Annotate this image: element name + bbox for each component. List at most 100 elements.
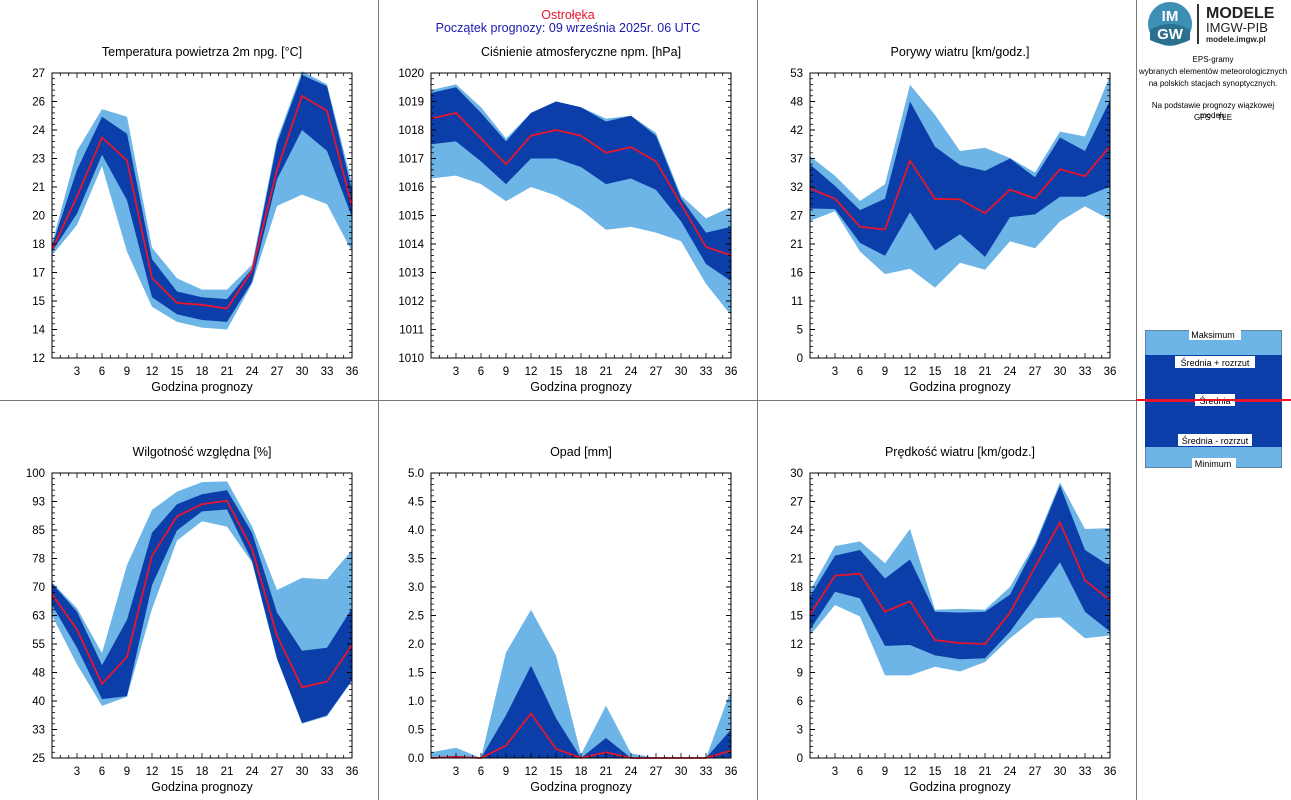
y-tick-label: 1016	[398, 182, 424, 194]
x-tick-label: 3	[832, 766, 838, 778]
y-tick-label: 3.0	[408, 582, 424, 594]
x-tick-label: 21	[979, 366, 992, 378]
band-spread	[431, 87, 731, 281]
y-tick-label: 3	[797, 725, 803, 737]
forecast-start: Początek prognozy: 09 września 2025r. 06…	[435, 21, 701, 35]
x-tick-label: 18	[575, 766, 588, 778]
mean-line	[809, 520, 1111, 645]
x-tick-label: 6	[99, 366, 105, 378]
x-tick-label: 15	[550, 366, 563, 378]
y-tick-label: 55	[32, 639, 45, 651]
x-tick-label: 9	[882, 366, 888, 378]
x-tick-label: 27	[1029, 766, 1042, 778]
x-tick-label: 27	[1029, 366, 1042, 378]
logo-text-sub: IMGW-PIB	[1206, 20, 1268, 35]
x-tick-label: 24	[1004, 766, 1017, 778]
y-tick-label: 4.5	[408, 497, 424, 509]
x-tick-label: 36	[725, 766, 738, 778]
y-tick-label: 15	[790, 611, 803, 623]
x-tick-label: 21	[979, 766, 992, 778]
y-tick-label: 53	[790, 68, 803, 80]
x-tick-label: 9	[503, 766, 509, 778]
y-tick-label: 1013	[398, 268, 424, 280]
side-line-1: EPS-gramy	[1192, 55, 1234, 64]
y-tick-label: 1018	[398, 125, 424, 137]
x-tick-label: 30	[675, 766, 688, 778]
x-tick-label: 30	[1054, 766, 1067, 778]
x-tick-label: 33	[321, 766, 334, 778]
x-tick-label: 9	[503, 366, 509, 378]
mean-line	[51, 499, 353, 689]
x-tick-label: 6	[478, 366, 484, 378]
x-tick-label: 21	[600, 766, 613, 778]
y-tick-label: 25	[32, 753, 45, 765]
x-tick-label: 3	[832, 366, 838, 378]
legend-max-bg	[1189, 330, 1241, 340]
side-line-2: wybranych elementów meteorologicznych	[1138, 67, 1288, 76]
y-tick-label: 0.0	[408, 753, 424, 765]
y-tick-label: 1020	[398, 68, 424, 80]
panel-divider-horizontal	[0, 400, 1291, 401]
y-tick-label: 9	[797, 668, 803, 680]
y-tick-label: 42	[790, 125, 803, 137]
x-tick-label: 36	[346, 766, 359, 778]
band-min-max	[431, 609, 731, 758]
y-tick-label: 18	[790, 582, 803, 594]
y-tick-label: 1014	[398, 239, 424, 251]
x-tick-label: 15	[550, 766, 563, 778]
legend-min-bg	[1192, 458, 1236, 468]
y-tick-label: 63	[32, 611, 45, 623]
legend-plus-bg	[1175, 356, 1255, 368]
band-spread	[810, 100, 1110, 257]
y-tick-label: 24	[790, 525, 803, 537]
x-tick-label: 9	[124, 366, 130, 378]
x-tick-label: 12	[525, 366, 538, 378]
x-tick-label: 18	[196, 366, 209, 378]
y-tick-label: 0	[797, 753, 803, 765]
x-tick-label: 3	[453, 366, 459, 378]
x-tick-label: 21	[600, 366, 613, 378]
x-tick-label: 18	[575, 366, 588, 378]
side-line-3: na polskich stacjach synoptycznych.	[1148, 79, 1278, 88]
y-tick-label: 48	[32, 668, 45, 680]
y-tick-label: 21	[790, 239, 803, 251]
chart-panel-2: 1010 1011 1012 1013 1014 1015 1016 1017 1018 1019…	[398, 45, 737, 394]
y-tick-label: 40	[32, 696, 45, 708]
x-tick-label: 3	[453, 766, 459, 778]
x-tick-label: 36	[346, 366, 359, 378]
y-tick-label: 1015	[398, 211, 424, 223]
x-tick-label: 30	[675, 366, 688, 378]
x-tick-label: 3	[74, 366, 80, 378]
x-tick-label: 33	[700, 366, 713, 378]
mean-line	[430, 711, 732, 759]
imgw-logo-graphic: IM GW MODELE IMGW-PIB modele.imgw.pl	[1148, 2, 1275, 46]
x-tick-label: 15	[171, 766, 184, 778]
y-tick-label: 1011	[399, 325, 424, 337]
y-tick-label: 0	[797, 353, 803, 365]
y-tick-label: 11	[791, 296, 803, 308]
y-tick-label: 1.5	[408, 668, 424, 680]
band-spread	[810, 485, 1110, 660]
x-tick-label: 15	[929, 366, 942, 378]
y-tick-label: 15	[32, 296, 45, 308]
legend-max-label: Maksimum	[1191, 330, 1235, 340]
y-tick-label: 17	[32, 268, 45, 280]
x-tick-label: 12	[904, 766, 917, 778]
y-tick-label: 27	[32, 68, 45, 80]
y-tick-label: 18	[32, 239, 45, 251]
side-line-5: GFS - TLE	[1193, 113, 1233, 122]
x-tick-label: 33	[321, 366, 334, 378]
x-tick-label: 6	[857, 766, 863, 778]
logo-text-main: MODELE	[1206, 5, 1275, 22]
x-tick-label: 9	[882, 766, 888, 778]
x-tick-label: 18	[954, 366, 967, 378]
mean-line	[809, 145, 1111, 231]
x-tick-label: 18	[954, 766, 967, 778]
x-axis-label: Godzina prognozy	[530, 780, 632, 794]
x-tick-label: 24	[625, 366, 638, 378]
y-tick-label: 6	[797, 696, 803, 708]
y-tick-label: 100	[26, 468, 45, 480]
